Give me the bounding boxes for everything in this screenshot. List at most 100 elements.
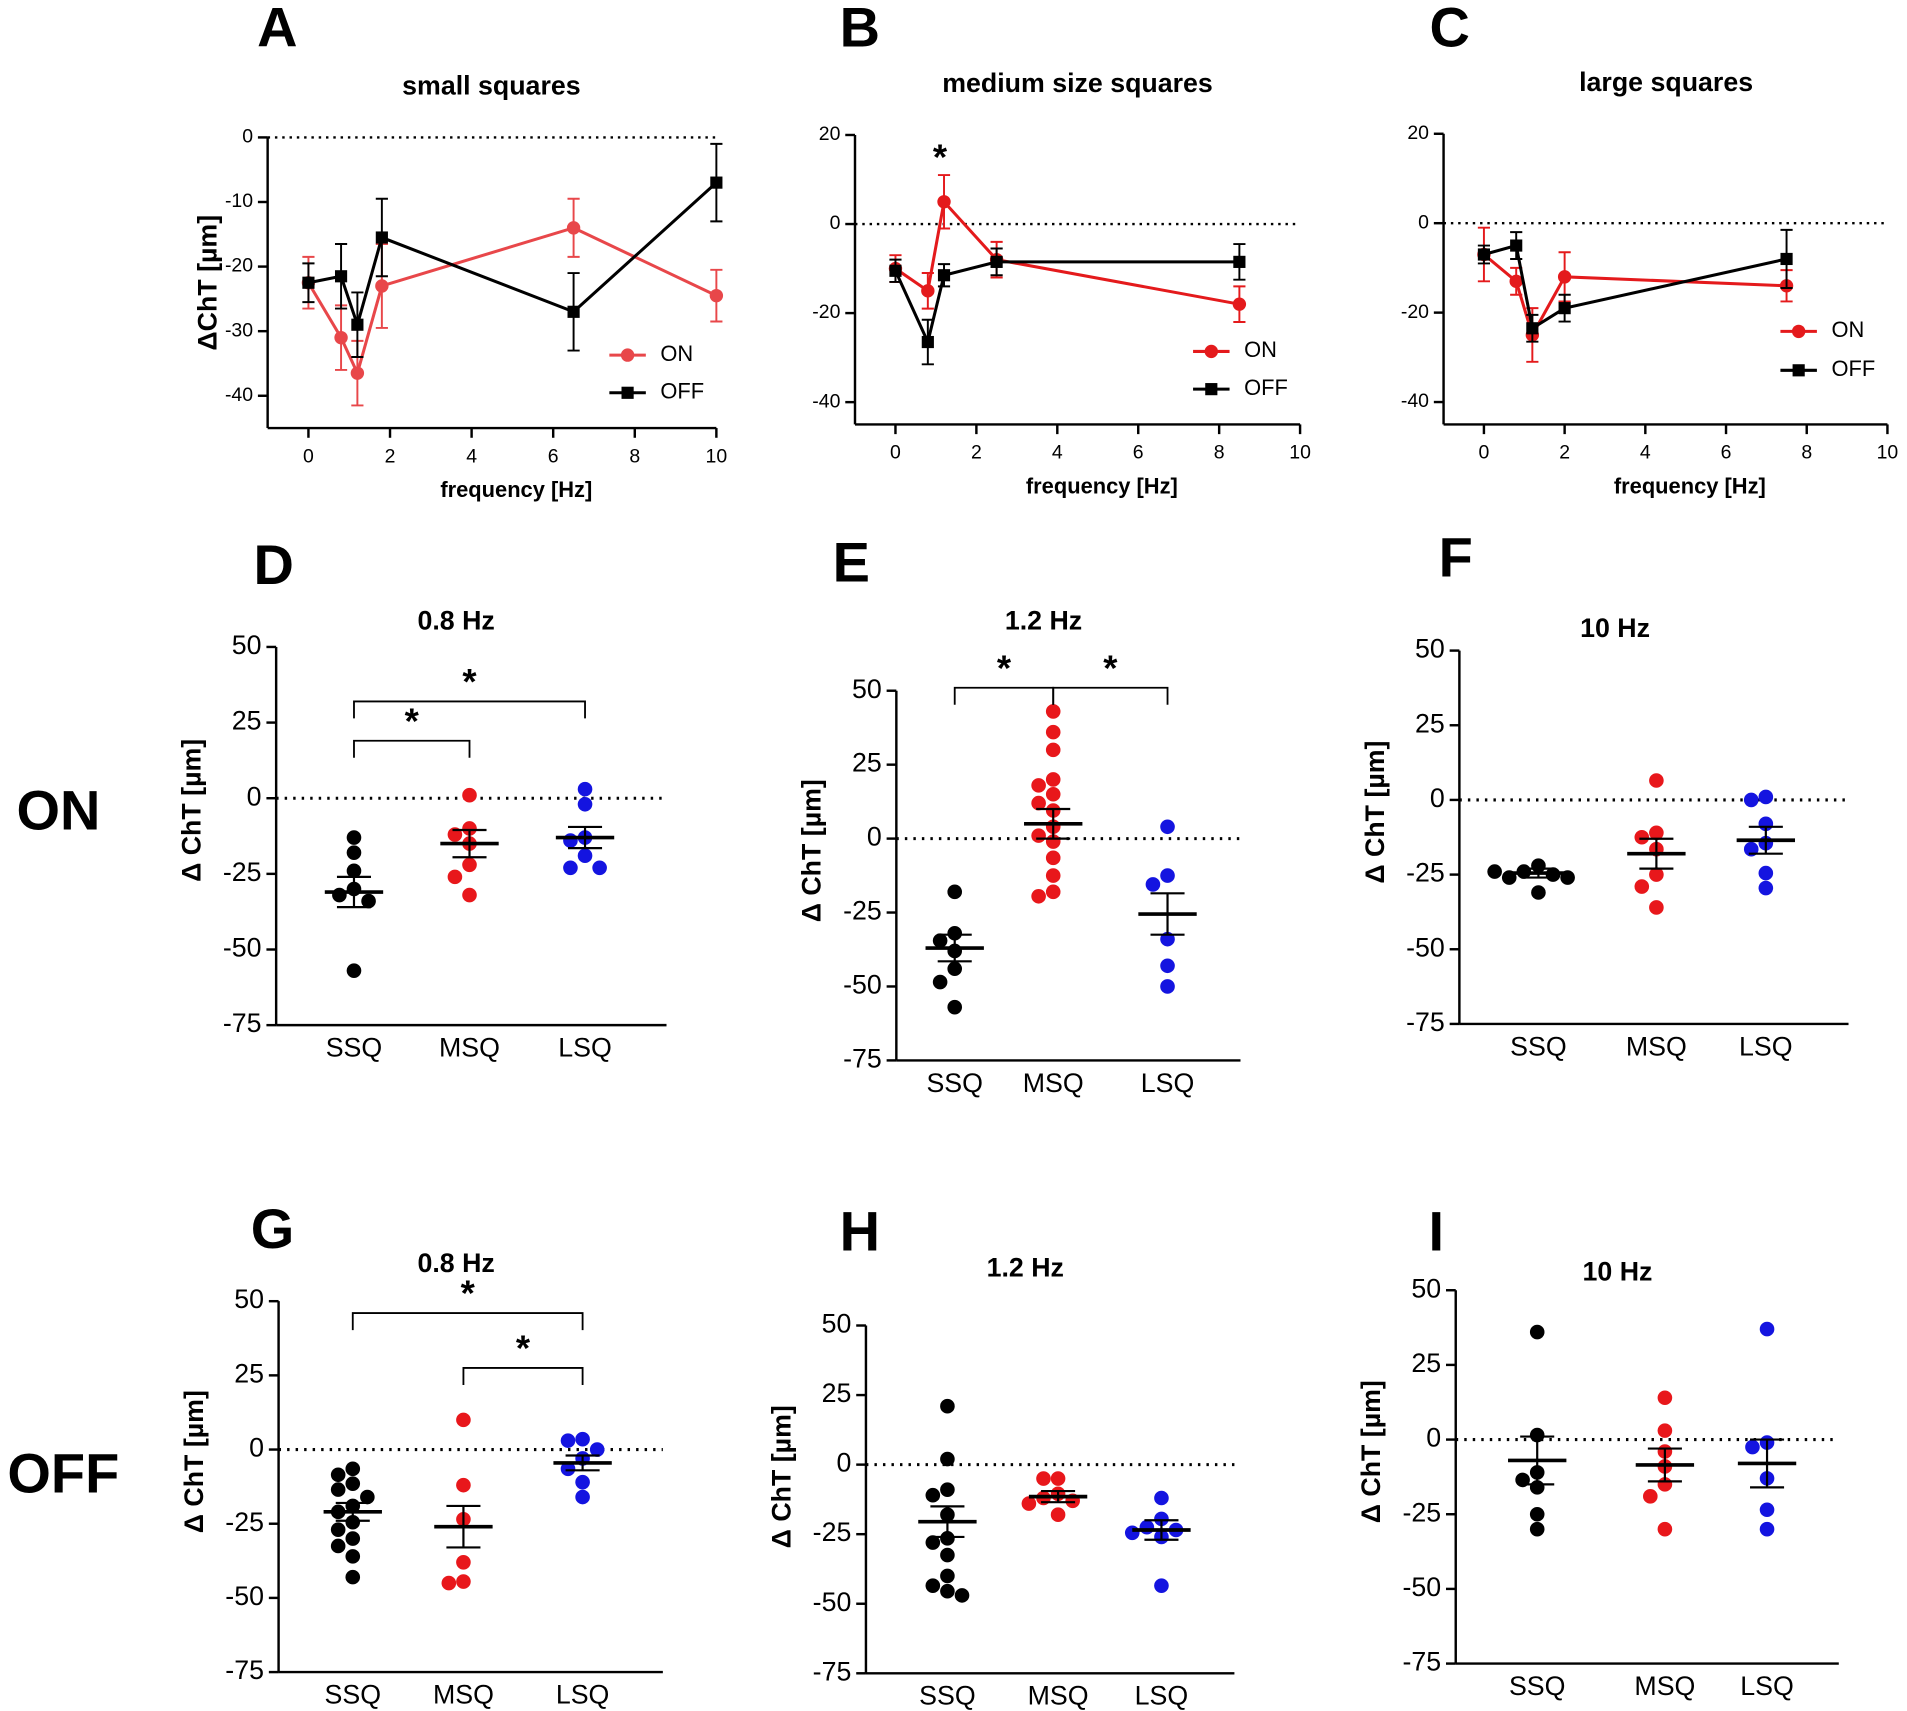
- significance-bracket: [462, 1367, 584, 1385]
- data-point: [345, 1531, 361, 1546]
- y-tick-label: -20: [1401, 301, 1429, 323]
- y-tick-label: 0: [249, 1433, 264, 1463]
- series-line: [1483, 243, 1787, 331]
- data-point: [456, 1555, 471, 1570]
- y-tick-label: 0: [867, 822, 882, 852]
- marker: [1509, 274, 1523, 289]
- row-label: OFF: [7, 1441, 119, 1504]
- chart-title: 1.2 Hz: [987, 1253, 1064, 1283]
- x-tick-label: SSQ: [919, 1681, 976, 1711]
- x-tick-label: SSQ: [1509, 1671, 1566, 1701]
- data-point: [462, 857, 477, 873]
- data-point: [1045, 704, 1061, 719]
- data-point: [1657, 1521, 1673, 1537]
- data-point: [345, 1549, 361, 1564]
- significance-bracket: [351, 1312, 584, 1331]
- data-point: [563, 833, 578, 848]
- y-tick-label: -25: [1402, 1497, 1441, 1527]
- panel-letter: F: [1439, 526, 1473, 589]
- x-tick-label: 10: [706, 445, 728, 467]
- data-point: [1045, 772, 1061, 787]
- data-point: [1021, 1496, 1037, 1511]
- data-point: [1743, 792, 1759, 808]
- data-point: [1031, 778, 1046, 793]
- y-tick-label: -20: [812, 301, 840, 323]
- data-point: [1045, 884, 1061, 900]
- legend-marker: [620, 348, 635, 362]
- y-tick-label: 50: [1411, 1273, 1441, 1303]
- legend-label: OFF: [1244, 375, 1288, 400]
- data-point: [346, 830, 362, 845]
- y-tick-label: 0: [1430, 783, 1445, 813]
- chart-title: medium size squares: [942, 68, 1213, 98]
- data-point: [1160, 819, 1175, 835]
- x-tick-label: LSQ: [1740, 1671, 1794, 1701]
- series-line: [308, 181, 718, 330]
- y-tick-label: 0: [1418, 211, 1429, 233]
- y-tick-label: -75: [225, 1655, 264, 1685]
- significance-bracket: [1052, 686, 1169, 705]
- y-tick-label: -50: [813, 1587, 852, 1617]
- y-axis-label: Δ ChT [µm]: [179, 1390, 209, 1533]
- marker: [921, 284, 935, 298]
- marker: [1558, 302, 1571, 315]
- data-point: [589, 1442, 605, 1457]
- x-tick-label: SSQ: [325, 1679, 382, 1709]
- y-tick-label: -25: [223, 857, 262, 887]
- x-tick-label: LSQ: [558, 1033, 612, 1063]
- y-tick-label: -75: [1406, 1007, 1445, 1037]
- marker: [334, 330, 348, 345]
- y-axis-label: Δ ChT [µm]: [1356, 1380, 1386, 1523]
- y-axis-label: Δ ChT [µm]: [1360, 741, 1390, 884]
- legend-marker: [621, 386, 634, 399]
- row-label: ON: [17, 779, 101, 842]
- data-point: [563, 860, 578, 876]
- x-axis-label: frequency [Hz]: [1026, 473, 1178, 498]
- chart-title: small squares: [402, 71, 580, 101]
- data-point: [1643, 1489, 1658, 1504]
- x-tick-label: 0: [1479, 442, 1490, 464]
- data-point: [947, 884, 963, 900]
- marker: [889, 264, 902, 277]
- y-tick-label: 25: [852, 748, 882, 778]
- marker: [709, 288, 724, 303]
- data-point: [1124, 1525, 1140, 1541]
- panel-letter: B: [840, 0, 880, 58]
- data-point: [1529, 1427, 1545, 1443]
- data-point: [947, 961, 963, 977]
- data-point: [932, 933, 948, 948]
- significance-label: *: [405, 700, 420, 741]
- data-point: [330, 1482, 346, 1497]
- chart-title: 0.8 Hz: [417, 1248, 494, 1278]
- y-tick-label: -10: [225, 190, 253, 212]
- y-tick-label: 50: [852, 674, 882, 704]
- data-point: [940, 1398, 955, 1414]
- marker: [937, 269, 951, 282]
- data-point: [345, 1461, 361, 1477]
- x-tick-label: SSQ: [1510, 1031, 1567, 1061]
- data-point: [1045, 868, 1061, 883]
- x-tick-label: 8: [1801, 442, 1812, 464]
- y-tick-label: -40: [1401, 390, 1429, 412]
- x-tick-label: LSQ: [1141, 1068, 1195, 1098]
- panel-letter: D: [254, 533, 294, 596]
- x-tick-label: 4: [1052, 442, 1063, 464]
- data-point: [345, 1476, 361, 1491]
- data-point: [1031, 828, 1046, 843]
- x-tick-label: 0: [303, 445, 314, 467]
- data-point: [947, 999, 963, 1015]
- y-tick-label: -75: [813, 1656, 852, 1686]
- data-point: [1657, 1390, 1673, 1406]
- y-tick-label: -40: [812, 390, 840, 412]
- data-point: [940, 1583, 955, 1599]
- x-tick-label: 4: [466, 445, 477, 467]
- y-axis-label: ΔChT [µm]: [192, 215, 222, 351]
- significance-bracket: [353, 739, 471, 758]
- x-tick-label: MSQ: [1023, 1068, 1084, 1098]
- data-point: [330, 1522, 346, 1537]
- data-point: [1154, 1490, 1169, 1506]
- data-point: [1634, 829, 1650, 845]
- data-point: [940, 1531, 955, 1546]
- y-tick-label: -75: [1402, 1647, 1441, 1677]
